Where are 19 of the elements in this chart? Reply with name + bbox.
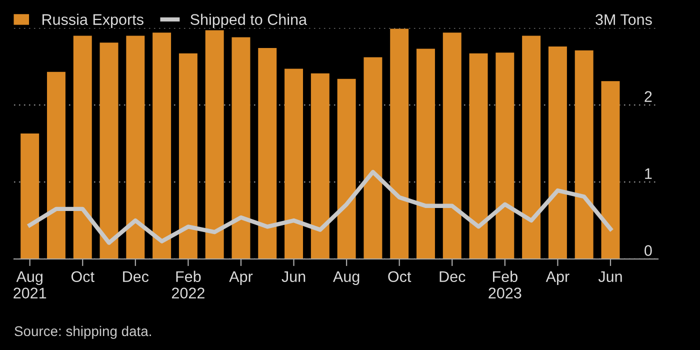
- x-tick-label: Dec: [440, 271, 466, 282]
- x-tick-label: Oct: [388, 271, 412, 282]
- x-tick-label: Dec: [123, 271, 149, 282]
- x-tick-label: Jun: [598, 271, 622, 282]
- x-tick-label: Feb 2023: [488, 270, 522, 298]
- x-tick-label: Aug: [332, 271, 360, 286]
- legend-label: Shipped to China: [190, 14, 308, 28]
- x-tick-label: Apr: [229, 271, 253, 286]
- x-tick-label: Jun: [282, 271, 306, 282]
- x-tick-label: Oct: [71, 271, 94, 282]
- legend-label: Russia Exports: [42, 14, 144, 28]
- y-tick-label: 1: [645, 168, 652, 179]
- y-tick-label: 3M Tons: [596, 14, 652, 25]
- source-note: Source: shipping data.: [14, 326, 151, 339]
- y-tick-label: 0: [644, 245, 652, 256]
- y-tick-label: 2: [644, 91, 652, 102]
- x-tick-label: Feb 2022: [172, 270, 204, 298]
- x-tick-label: Apr: [546, 271, 570, 286]
- x-tick-label: Aug 2021: [14, 271, 46, 298]
